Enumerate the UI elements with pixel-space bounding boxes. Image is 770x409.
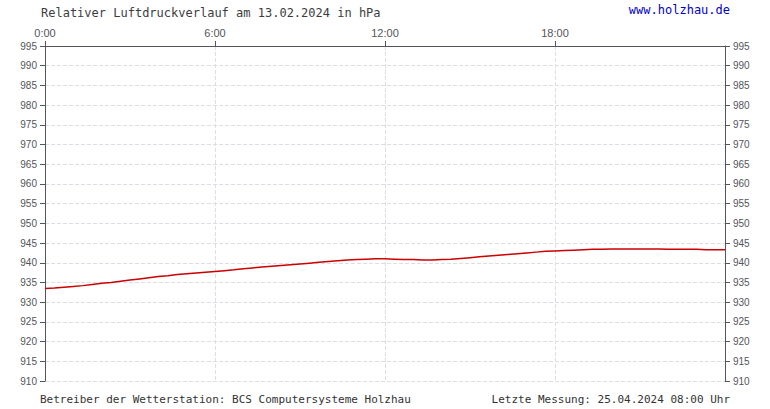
svg-text:930: 930 [20, 297, 37, 308]
svg-text:995: 995 [733, 41, 750, 52]
svg-text:Relativer Luftdruckverlauf am: Relativer Luftdruckverlauf am 13.02.2024… [41, 6, 381, 20]
svg-text:Betreiber der Wetterstation: B: Betreiber der Wetterstation: BCS Compute… [40, 393, 411, 406]
svg-text:945: 945 [20, 238, 37, 249]
svg-text:910: 910 [20, 376, 37, 387]
svg-text:985: 985 [733, 80, 750, 91]
svg-text:955: 955 [20, 198, 37, 209]
svg-text:915: 915 [20, 356, 37, 367]
svg-text:980: 980 [20, 100, 37, 111]
svg-text:970: 970 [733, 139, 750, 150]
svg-text:950: 950 [733, 218, 750, 229]
svg-text:960: 960 [20, 178, 37, 189]
svg-text:950: 950 [20, 218, 37, 229]
svg-text:980: 980 [733, 100, 750, 111]
svg-text:920: 920 [733, 336, 750, 347]
svg-text:970: 970 [20, 139, 37, 150]
svg-text:965: 965 [733, 159, 750, 170]
svg-text:940: 940 [20, 257, 37, 268]
svg-text:965: 965 [20, 159, 37, 170]
svg-text:960: 960 [733, 178, 750, 189]
svg-text:920: 920 [20, 336, 37, 347]
svg-text:955: 955 [733, 198, 750, 209]
svg-text:985: 985 [20, 80, 37, 91]
svg-text:925: 925 [20, 316, 37, 327]
svg-text:925: 925 [733, 316, 750, 327]
svg-text:915: 915 [733, 356, 750, 367]
svg-text:0:00: 0:00 [34, 27, 55, 39]
svg-text:www.holzhau.de: www.holzhau.de [629, 3, 730, 17]
svg-text:12:00: 12:00 [371, 27, 399, 39]
svg-text:990: 990 [733, 60, 750, 71]
svg-text:940: 940 [733, 257, 750, 268]
svg-text:935: 935 [20, 277, 37, 288]
svg-text:990: 990 [20, 60, 37, 71]
svg-text:Letzte Messung: 25.04.2024 08:: Letzte Messung: 25.04.2024 08:00 Uhr [492, 393, 731, 406]
svg-text:935: 935 [733, 277, 750, 288]
svg-text:975: 975 [733, 119, 750, 130]
svg-text:930: 930 [733, 297, 750, 308]
svg-text:910: 910 [733, 376, 750, 387]
svg-text:945: 945 [733, 238, 750, 249]
svg-text:975: 975 [20, 119, 37, 130]
svg-text:995: 995 [20, 41, 37, 52]
svg-text:18:00: 18:00 [541, 27, 569, 39]
svg-text:6:00: 6:00 [204, 27, 225, 39]
